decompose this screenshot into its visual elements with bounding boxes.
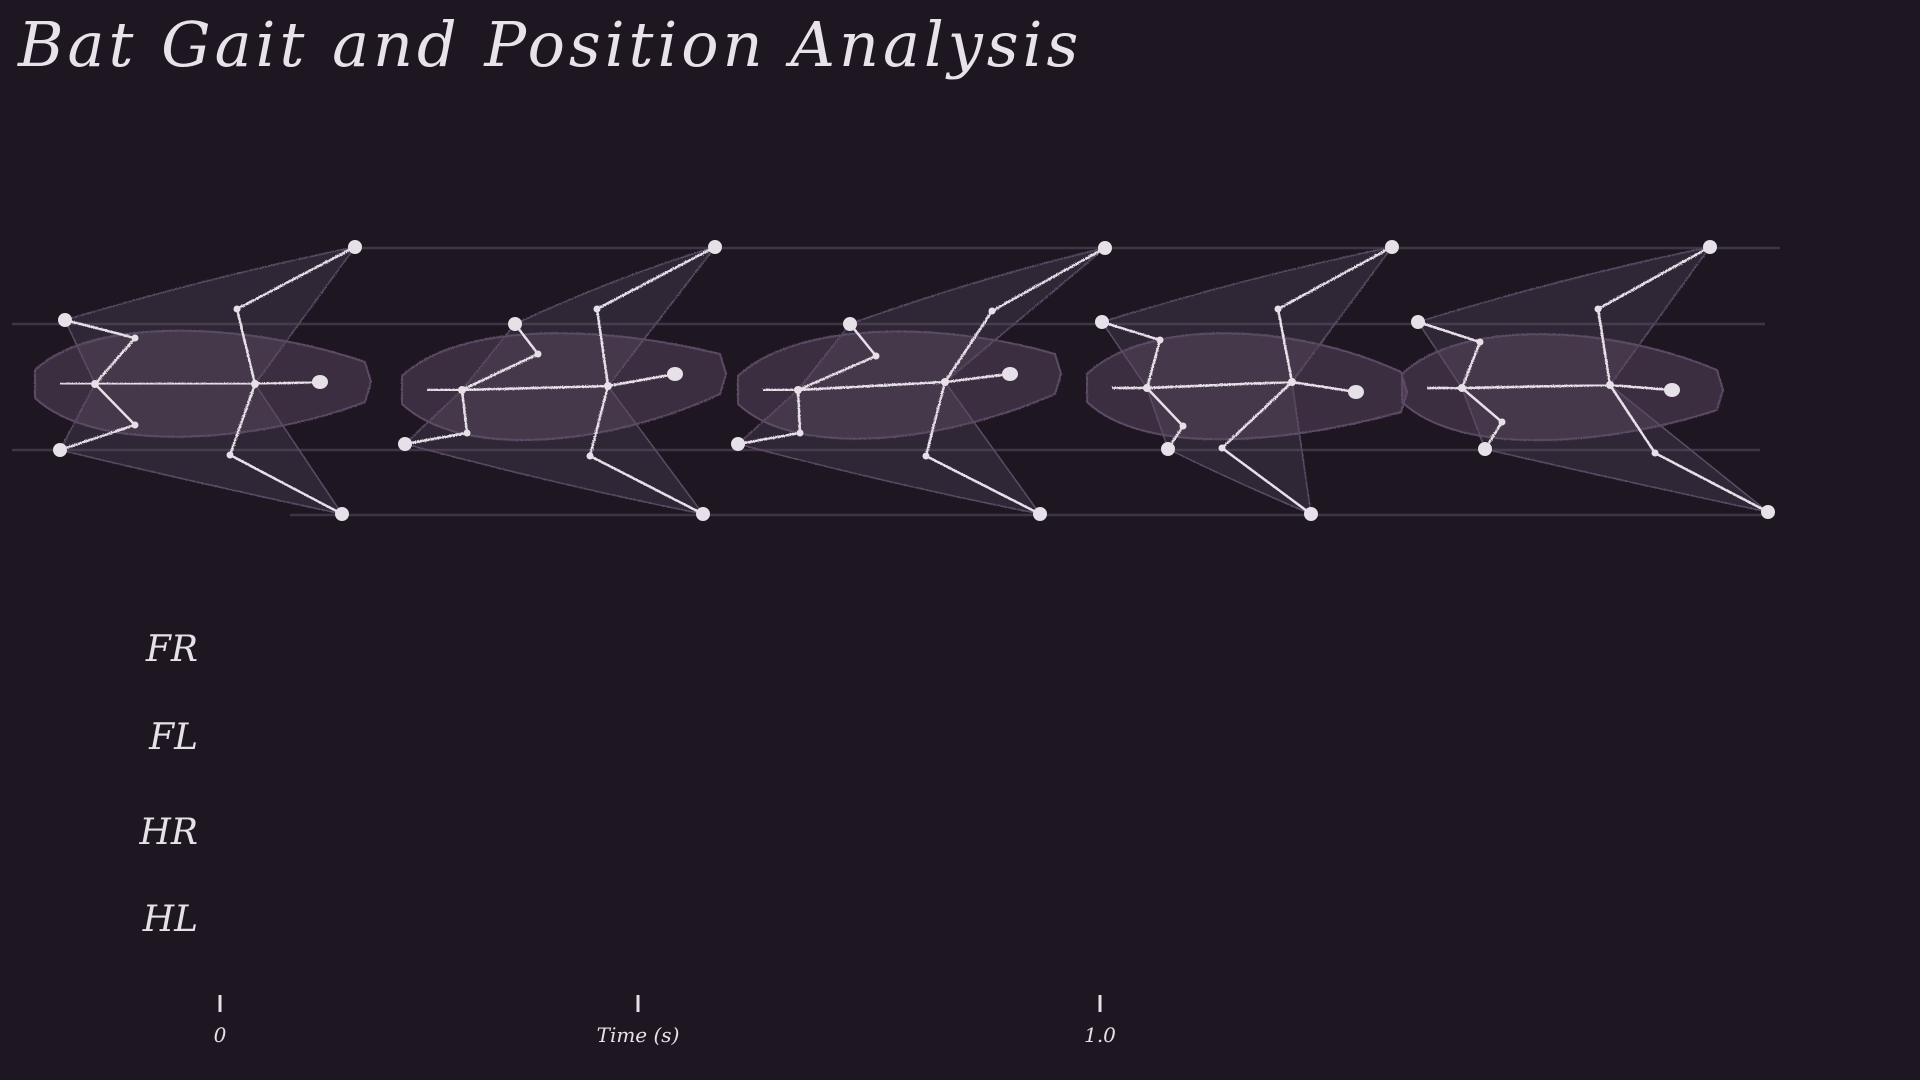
paw-marker <box>335 507 349 521</box>
head-marker <box>667 367 683 381</box>
head-marker <box>1002 367 1018 381</box>
joint-marker <box>1288 378 1296 386</box>
joint-marker <box>1606 381 1614 389</box>
head-marker <box>1664 383 1680 397</box>
joint-marker <box>794 386 802 394</box>
paw-marker <box>843 317 857 331</box>
pose-sequence <box>34 240 1775 521</box>
joint-marker <box>872 352 880 360</box>
joint-marker <box>1651 449 1659 457</box>
paw-marker <box>398 437 412 451</box>
spine-line <box>60 380 321 386</box>
joint-marker <box>604 382 612 390</box>
x-axis-label: Time (s) <box>597 1023 680 1047</box>
paw-marker <box>731 437 745 451</box>
spine-line <box>1112 380 1357 394</box>
joint-marker <box>131 334 139 342</box>
joint-marker <box>1594 305 1602 313</box>
joint-marker <box>458 386 466 394</box>
joint-marker <box>226 451 234 459</box>
paw-marker <box>1304 507 1318 521</box>
joint-marker <box>91 380 99 388</box>
joint-marker <box>534 350 542 358</box>
joint-marker <box>131 421 139 429</box>
joint-marker <box>988 307 996 315</box>
joint-marker <box>922 452 930 460</box>
paw-marker <box>708 240 722 254</box>
paw-marker <box>696 507 710 521</box>
paw-marker <box>1095 315 1109 329</box>
x-tick-label: 0 <box>214 1023 227 1047</box>
spine-line <box>763 372 1011 392</box>
page-title: Bat Gait and Position Analysis <box>18 8 1083 81</box>
joint-marker <box>1274 305 1282 313</box>
spine-line <box>427 372 676 392</box>
limb-label-fl: FL <box>148 717 198 758</box>
paw-marker <box>1761 505 1775 519</box>
head-marker <box>312 375 328 389</box>
joint-marker <box>941 378 949 386</box>
joint-marker <box>1498 418 1506 426</box>
paw-marker <box>1033 507 1047 521</box>
joint-marker <box>1156 336 1164 344</box>
stance-chart: FR FL HR HL 0 1.0 Time (s) <box>139 608 1762 1047</box>
joint-marker <box>1476 338 1484 346</box>
joint-marker <box>586 452 594 460</box>
paw-marker <box>1703 240 1717 254</box>
joint-marker <box>233 305 241 313</box>
paw-marker <box>1478 442 1492 456</box>
joint-marker <box>251 380 259 388</box>
paw-marker <box>1161 442 1175 456</box>
paw-marker <box>508 317 522 331</box>
paw-marker <box>1098 241 1112 255</box>
bat-pose-4 <box>1086 240 1409 521</box>
bat-pose-1 <box>34 240 373 521</box>
head-marker <box>1348 385 1364 399</box>
paw-marker <box>53 443 67 457</box>
joint-marker <box>1458 384 1466 392</box>
joint-marker <box>1143 384 1151 392</box>
bat-pose-2 <box>398 240 728 521</box>
joint-marker <box>593 305 601 313</box>
joint-marker <box>1179 422 1187 430</box>
spine-line <box>1427 383 1673 392</box>
paw-marker <box>1385 240 1399 254</box>
wing-membrane-lower <box>1460 384 1769 513</box>
x-tick-label: 1.0 <box>1084 1023 1116 1047</box>
joint-marker <box>796 429 804 437</box>
paw-marker <box>348 240 362 254</box>
bat-pose-5 <box>1401 240 1775 519</box>
limb-label-hl: HL <box>142 899 198 940</box>
bat-pose-3 <box>731 241 1112 521</box>
joint-marker <box>463 429 471 437</box>
limb-label-hr: HR <box>139 812 199 853</box>
paw-marker <box>58 313 72 327</box>
limb-label-fr: FR <box>145 629 198 670</box>
paw-marker <box>1411 315 1425 329</box>
joint-marker <box>1218 444 1226 452</box>
